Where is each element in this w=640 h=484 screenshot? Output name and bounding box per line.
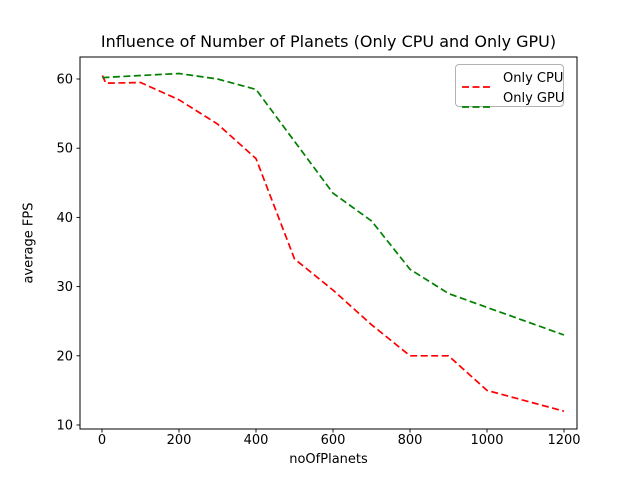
x-tick-label: 0 [98,433,106,448]
legend-label-gpu: Only GPU [503,90,565,106]
x-tick-label: 800 [398,433,423,448]
x-tick-label: 1000 [470,433,503,448]
y-tick-label: 20 [56,349,73,364]
y-axis-label: average FPS [21,202,37,284]
y-tick-label: 50 [56,142,73,157]
legend-item-gpu: Only GPU [462,88,565,108]
legend-label-cpu: Only CPU [503,70,564,86]
x-tick-label: 600 [321,433,346,448]
y-tick-label: 10 [56,419,73,434]
series-lines [101,72,565,413]
x-tick-label: 400 [244,433,269,448]
x-tick-label: 1200 [547,433,580,448]
cpu-line-sample-icon [462,75,492,88]
gpu-line-sample-icon [462,95,492,108]
series-line-only-gpu [102,72,565,336]
axis-ticks: 0 200 400 600 800 1000 1200 10 20 30 40 50 60 [56,73,580,449]
legend-item-cpu: Only CPU [462,68,563,88]
legend: Only CPU Only GPU [455,64,565,108]
x-axis-label: noOfPlanets [289,452,368,467]
x-tick-label: 200 [167,433,192,448]
series-line-only-cpu [101,75,565,413]
y-tick-label: 60 [56,73,73,88]
chart-title: Influence of Number of Planets (Only CPU… [100,32,557,51]
plot-area-border [79,56,578,430]
y-tick-label: 40 [56,211,73,226]
y-tick-label: 30 [56,280,73,295]
